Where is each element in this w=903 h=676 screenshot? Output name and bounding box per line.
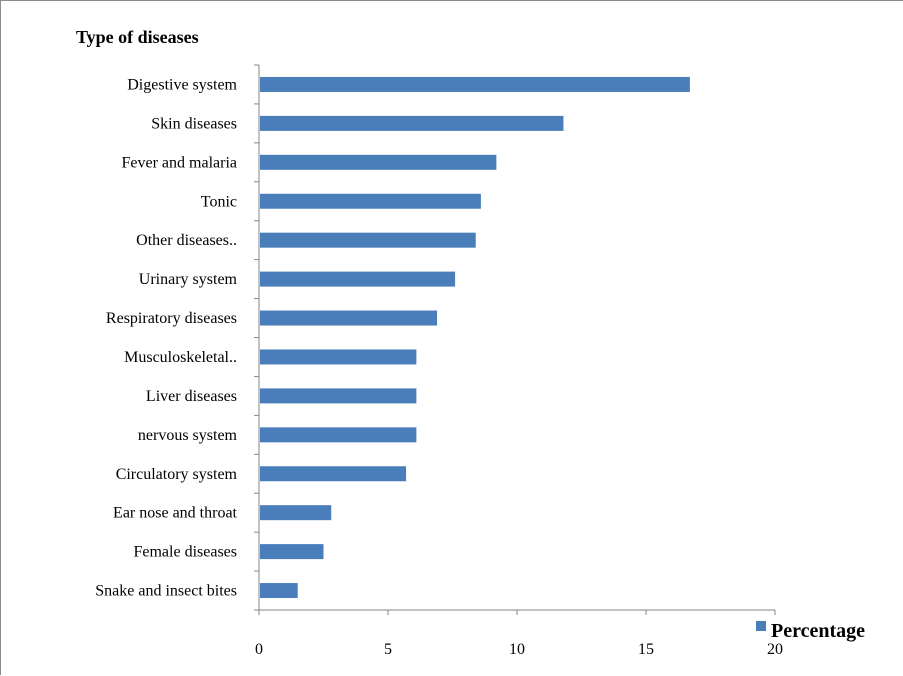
- bar: [260, 154, 497, 170]
- category-label: Other diseases..: [136, 232, 237, 249]
- legend-label: Percentage: [771, 620, 865, 642]
- x-tick-label: 15: [638, 641, 654, 658]
- x-tick-label: 20: [767, 641, 783, 658]
- bar: [260, 349, 417, 365]
- category-labels: Digestive system Skin diseases Fever and m…: [95, 76, 237, 599]
- bar: [260, 427, 417, 443]
- x-tick-label: 5: [384, 641, 392, 658]
- bar: [260, 310, 438, 326]
- category-label: Urinary system: [139, 271, 238, 288]
- bars-group: [260, 76, 690, 599]
- category-label: Liver diseases: [146, 388, 237, 405]
- bar: [260, 193, 481, 209]
- bar: [260, 544, 324, 560]
- x-tick-label: 0: [255, 641, 263, 658]
- x-tick-label: 10: [509, 641, 525, 658]
- category-label: Musculoskeletal..: [124, 349, 237, 366]
- category-label: Respiratory diseases: [106, 310, 237, 327]
- category-label: Fever and malaria: [122, 154, 238, 171]
- x-tick-labels: 0 5 10 15 20: [255, 641, 783, 658]
- category-label: Circulatory system: [116, 466, 238, 483]
- bar: [260, 76, 690, 92]
- bar: [260, 115, 564, 131]
- bar: [260, 505, 332, 521]
- category-label: Digestive system: [127, 76, 237, 93]
- bar: [260, 583, 298, 599]
- bar: [260, 232, 476, 248]
- category-label: Snake and insect bites: [95, 583, 237, 600]
- bar: [260, 271, 456, 287]
- category-label: Skin diseases: [151, 115, 237, 132]
- category-label: Female diseases: [133, 544, 237, 561]
- chart-title: Type of diseases: [76, 27, 199, 47]
- legend-swatch: [756, 621, 766, 631]
- category-label: Ear nose and throat: [113, 505, 238, 522]
- category-label: Tonic: [201, 193, 237, 210]
- bar: [260, 388, 417, 404]
- category-label: nervous system: [138, 427, 238, 444]
- bar: [260, 466, 407, 482]
- chart-axes: [254, 64, 776, 615]
- legend: Percentage: [756, 620, 865, 642]
